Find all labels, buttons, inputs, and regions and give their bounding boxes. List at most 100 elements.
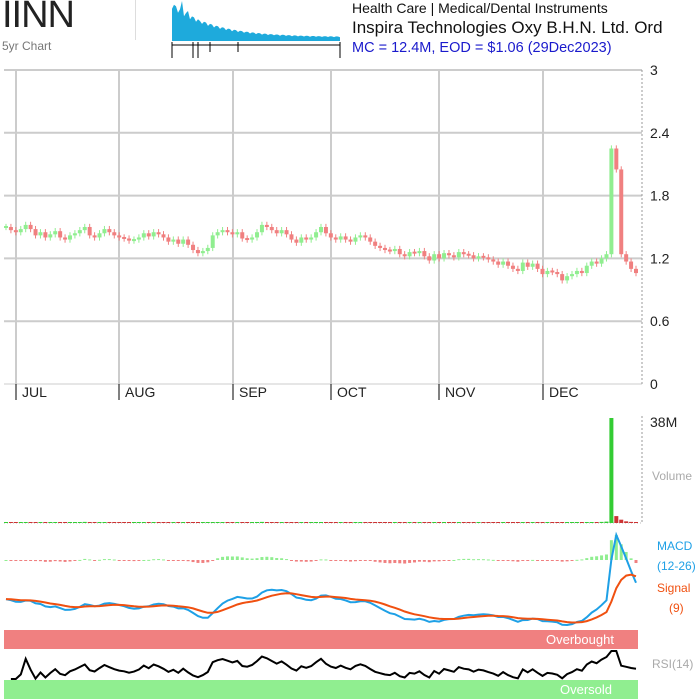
price-bar [402, 254, 407, 257]
price-bar [269, 227, 274, 231]
volume-bar [456, 522, 461, 523]
volume-bar [387, 522, 392, 523]
price-bar [348, 239, 353, 242]
macd-histogram-bar [117, 560, 121, 561]
overbought-label: Overbought [546, 632, 614, 647]
macd-histogram-bar [112, 559, 116, 561]
volume-bar [338, 522, 343, 523]
macd-params-label: (12-26) [657, 559, 696, 573]
sparkline-5yr [171, 1, 341, 58]
price-bar [279, 230, 284, 234]
price-bar [555, 272, 560, 275]
volume-bar [451, 522, 456, 523]
oversold-label: Oversold [560, 682, 612, 697]
volume-bar [230, 522, 235, 523]
macd-histogram-bar [83, 558, 87, 560]
macd-histogram-bar [225, 556, 229, 560]
macd-histogram-bar [230, 556, 234, 560]
macd-histogram-bar [78, 559, 82, 561]
price-bar [264, 224, 269, 227]
price-bar [323, 227, 328, 234]
price-bar [525, 262, 530, 267]
macd-histogram-bar [545, 560, 549, 561]
volume-bar [28, 522, 33, 523]
macd-histogram-bar [477, 559, 480, 561]
macd-histogram-bar [294, 560, 298, 562]
price-tick-label: 0 [650, 376, 658, 392]
macd-histogram-bar [88, 559, 92, 561]
volume-bar [77, 522, 82, 523]
price-bar [506, 261, 511, 266]
price-bar [589, 261, 594, 266]
price-bar [343, 236, 348, 240]
price-bar [363, 235, 368, 238]
macd-histogram-bar [275, 558, 279, 560]
price-bar [72, 233, 77, 236]
price-bar [8, 227, 13, 231]
price-bar [176, 239, 181, 244]
volume-bar [373, 522, 378, 523]
price-panel: 0 0.6 1.2 1.8 2.4 3 JUL AUG SEP OCT NOV DEC [4, 62, 670, 400]
macd-histogram-bar [289, 560, 293, 561]
price-bar [171, 239, 176, 242]
macd-histogram-bar [408, 560, 412, 563]
volume-bar [245, 522, 250, 523]
macd-histogram-bar [540, 560, 544, 561]
price-bar [225, 230, 230, 233]
macd-histogram-bar [619, 544, 623, 560]
macd-histogram-bar [560, 560, 564, 562]
price-bar [4, 226, 8, 228]
macd-histogram-bar [368, 560, 372, 561]
price-bar [136, 237, 141, 240]
price-bar [373, 241, 378, 246]
price-bar [382, 247, 387, 251]
macd-histogram-bar [196, 560, 200, 563]
price-bar [574, 270, 579, 275]
volume-bar [402, 522, 407, 523]
volume-bar [63, 522, 68, 523]
macd-histogram-bar [570, 560, 574, 561]
macd-histogram-bar [496, 560, 500, 561]
month-label: JUL [22, 384, 47, 400]
volume-bar [127, 522, 132, 523]
volume-bar [570, 522, 575, 523]
macd-histogram-bar [531, 559, 535, 561]
macd-histogram-bar [309, 560, 313, 562]
macd-histogram-bar [363, 560, 367, 561]
price-bar [520, 262, 525, 271]
volume-bar [176, 522, 181, 523]
price-bar [67, 235, 72, 240]
macd-histogram-bar [442, 560, 446, 561]
volume-bar [333, 522, 338, 523]
price-bar [338, 236, 343, 240]
macd-label: MACD [657, 539, 693, 553]
macd-histogram-bar [324, 559, 328, 561]
volume-bar [466, 522, 471, 523]
volume-bar [506, 522, 511, 523]
macd-histogram-bar [629, 558, 633, 560]
macd-histogram-bar [24, 560, 28, 561]
macd-histogram-bar [447, 560, 451, 561]
price-bar [146, 233, 151, 237]
price-bar [230, 232, 235, 235]
volume-bar [191, 522, 196, 523]
macd-histogram [4, 535, 638, 564]
price-bar [191, 244, 196, 251]
month-label: AUG [125, 384, 155, 400]
price-bar [141, 233, 146, 238]
volume-bar [195, 522, 200, 523]
macd-histogram-bar [201, 560, 205, 563]
macd-histogram-bar [344, 560, 348, 562]
macd-histogram-bar [142, 559, 146, 561]
macd-histogram-bar [53, 560, 57, 562]
month-gridlines [15, 70, 544, 384]
macd-histogram-bar [255, 558, 259, 560]
volume-bar [609, 418, 614, 523]
price-bar [540, 268, 545, 275]
price-bar [131, 239, 136, 242]
price-bar [274, 230, 279, 234]
macd-histogram-bar [43, 560, 47, 562]
volume-bar [510, 522, 515, 523]
macd-histogram-bar [93, 560, 97, 561]
macd-histogram-bar [526, 560, 530, 561]
